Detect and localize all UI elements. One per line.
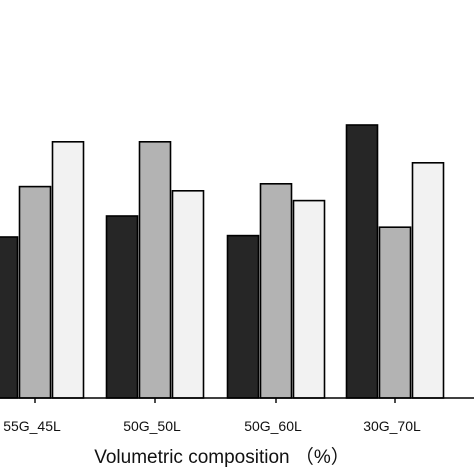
bar-50G_50L-series-3 — [171, 190, 205, 399]
x-ticks-group: 55G_45L 50G_50L 50G_60L 30G_70L — [3, 398, 421, 434]
x-tick-label: 50G_60L — [244, 418, 302, 434]
x-axis-title: Volumetric composition （%） — [94, 446, 350, 468]
bar-50G_60L-series-3 — [292, 199, 326, 399]
bar-30G_70L-series-3 — [411, 162, 445, 399]
bar-50G_50L-series-1 — [105, 215, 139, 399]
bar-30G_70L-series-1 — [345, 124, 379, 399]
x-tick-label: 30G_70L — [363, 418, 421, 434]
x-tick-label: 50G_50L — [123, 418, 181, 434]
x-tick-label: 55G_45L — [3, 418, 61, 434]
bars-group — [0, 124, 445, 399]
bar-30G_70L-series-2 — [378, 226, 412, 399]
bar-50G_60L-series-1 — [226, 234, 260, 399]
bar-55G_45L-series-3 — [51, 141, 85, 399]
bar-55G_45L-series-1 — [0, 236, 19, 399]
bar-55G_45L-series-2 — [18, 185, 52, 399]
bar-50G_50L-series-2 — [138, 141, 172, 399]
bar-50G_60L-series-2 — [259, 183, 293, 399]
